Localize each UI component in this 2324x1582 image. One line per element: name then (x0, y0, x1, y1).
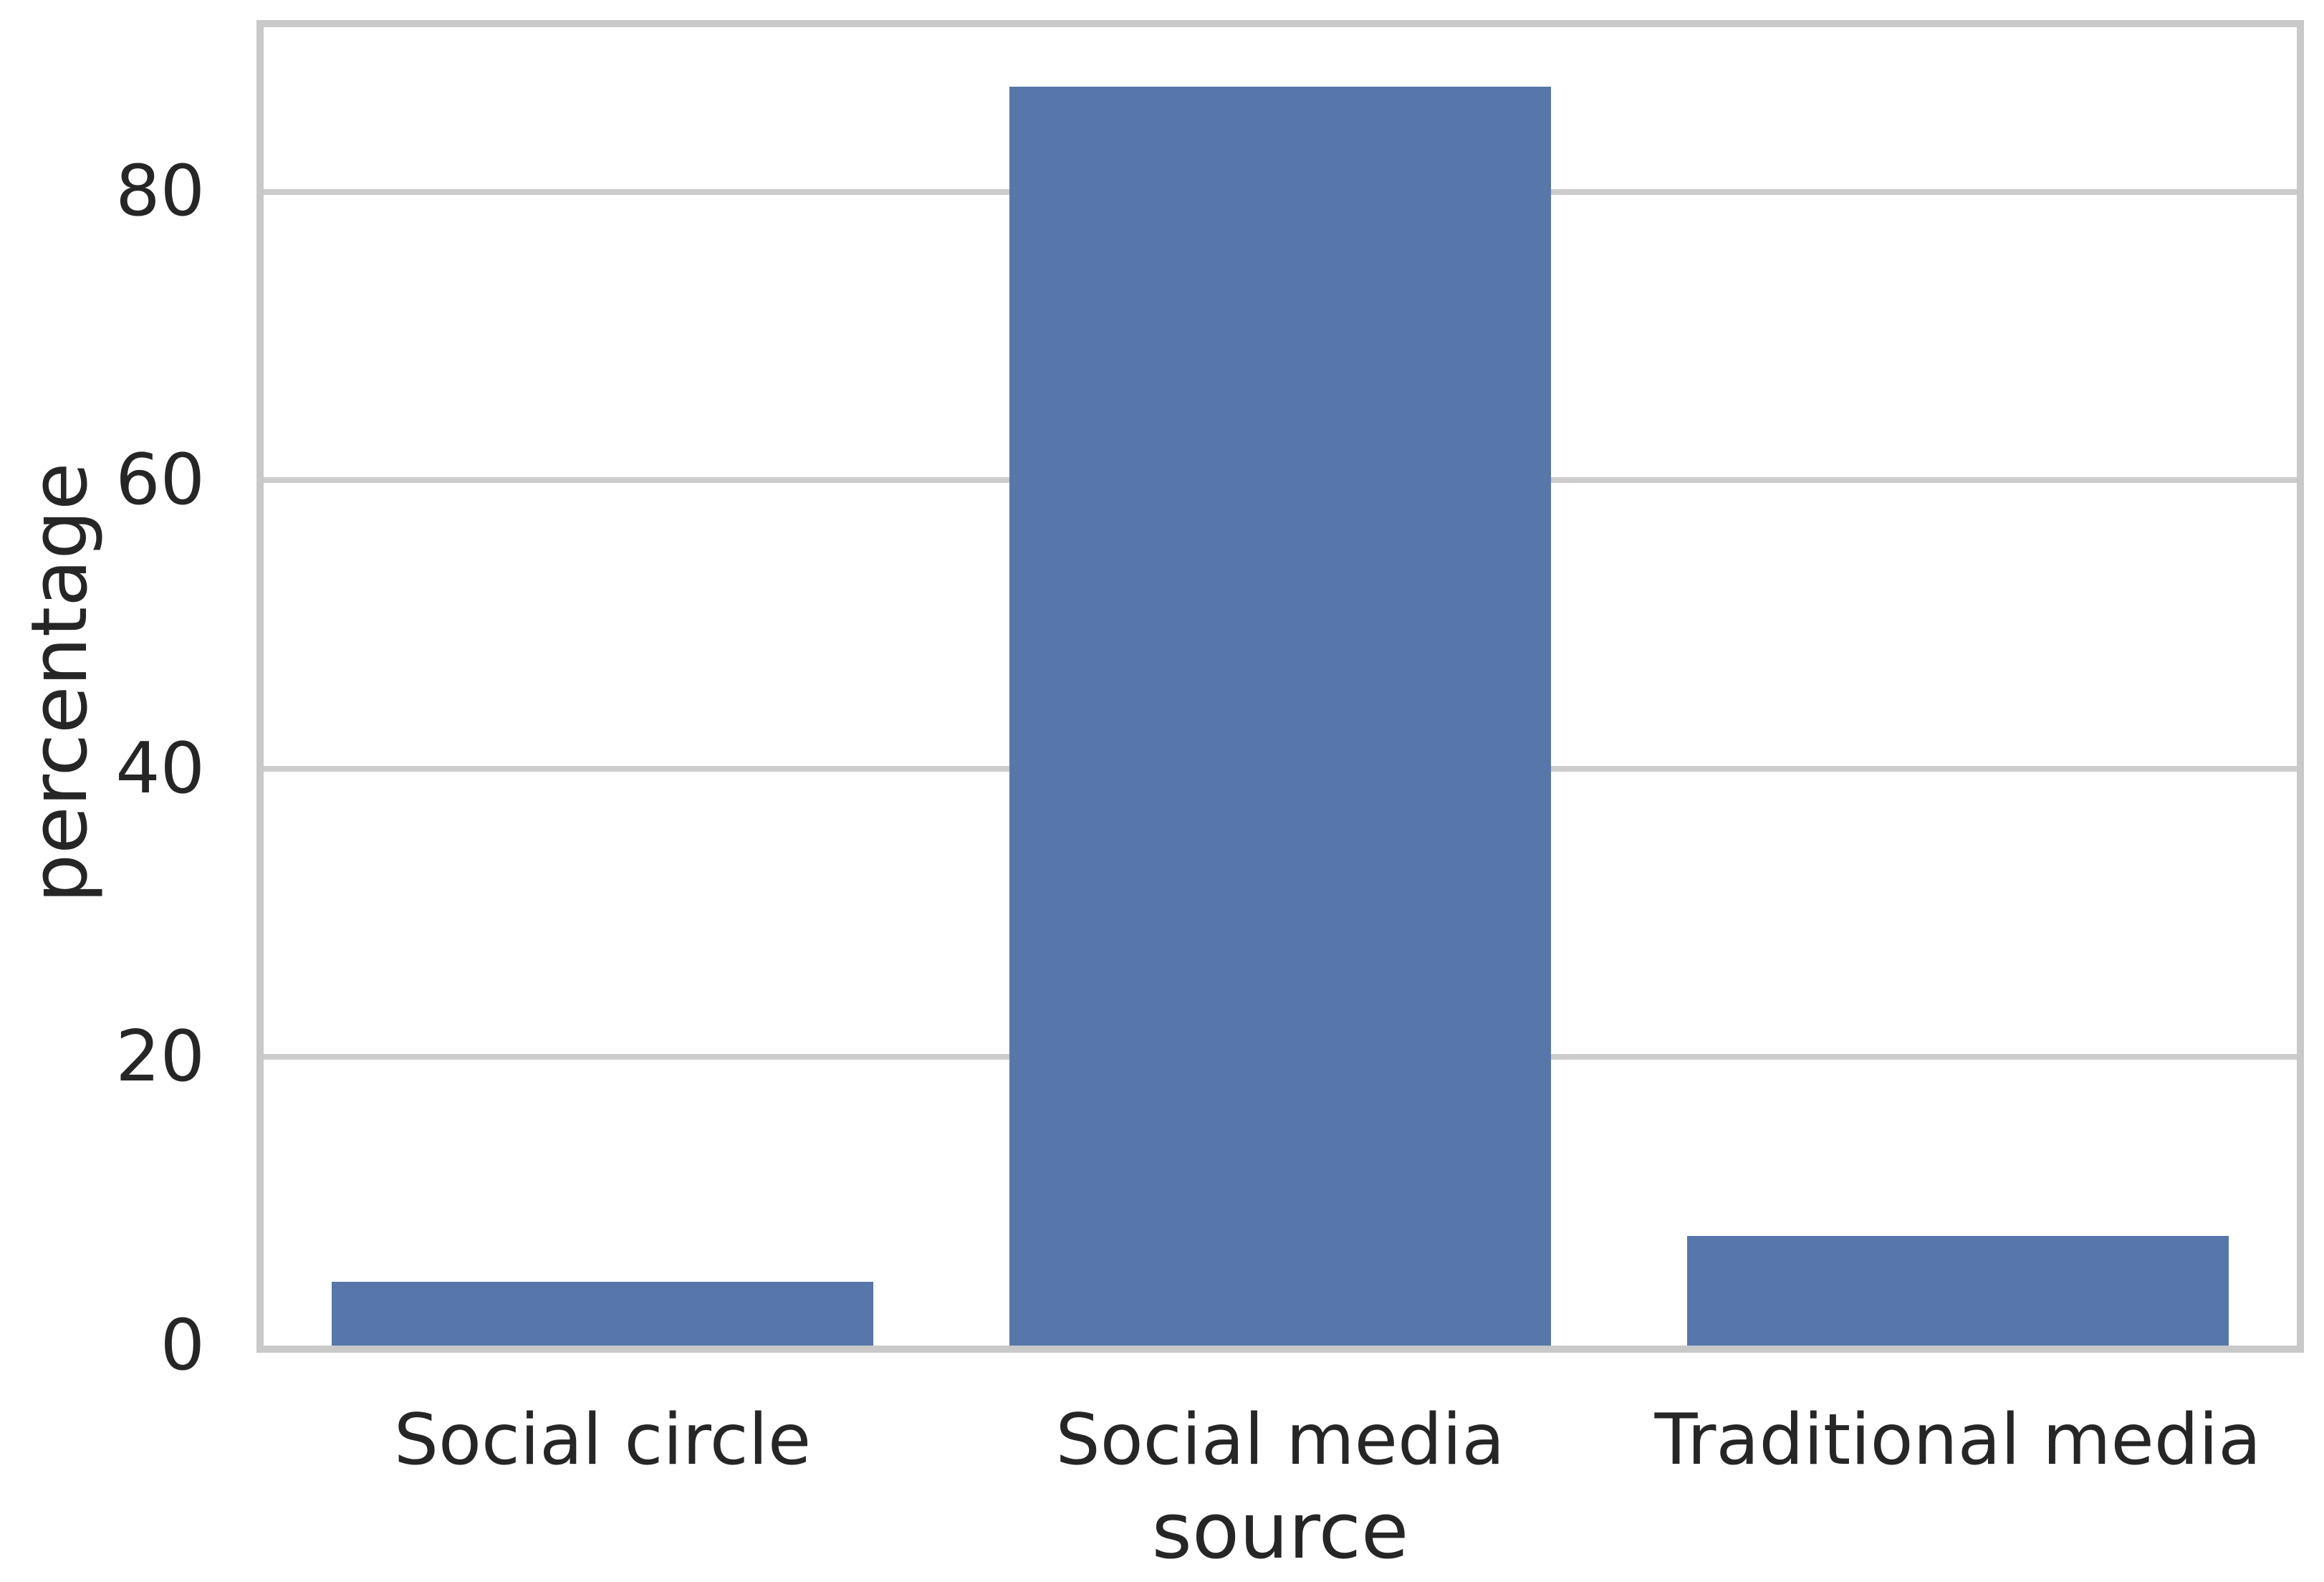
bar-social-media (1009, 86, 1552, 1346)
bar-traditional-media (1686, 1236, 2229, 1346)
y-tick-label-80: 80 (115, 150, 205, 233)
y-axis-label: percentage (15, 462, 105, 903)
y-tick-label-0: 0 (160, 1305, 205, 1386)
y-tick-label-40: 40 (115, 727, 205, 810)
x-axis-label: source (1151, 1487, 1409, 1576)
y-tick-label-60: 60 (115, 439, 205, 522)
plot-area (256, 20, 2304, 1353)
x-tick-label-social-media: Social media (1055, 1399, 1505, 1481)
bar-social-circle (331, 1282, 874, 1346)
x-tick-label-social-circle: Social circle (393, 1399, 812, 1481)
x-tick-label-traditional-media: Traditional media (1654, 1399, 2262, 1481)
y-tick-label-20: 20 (115, 1016, 205, 1098)
